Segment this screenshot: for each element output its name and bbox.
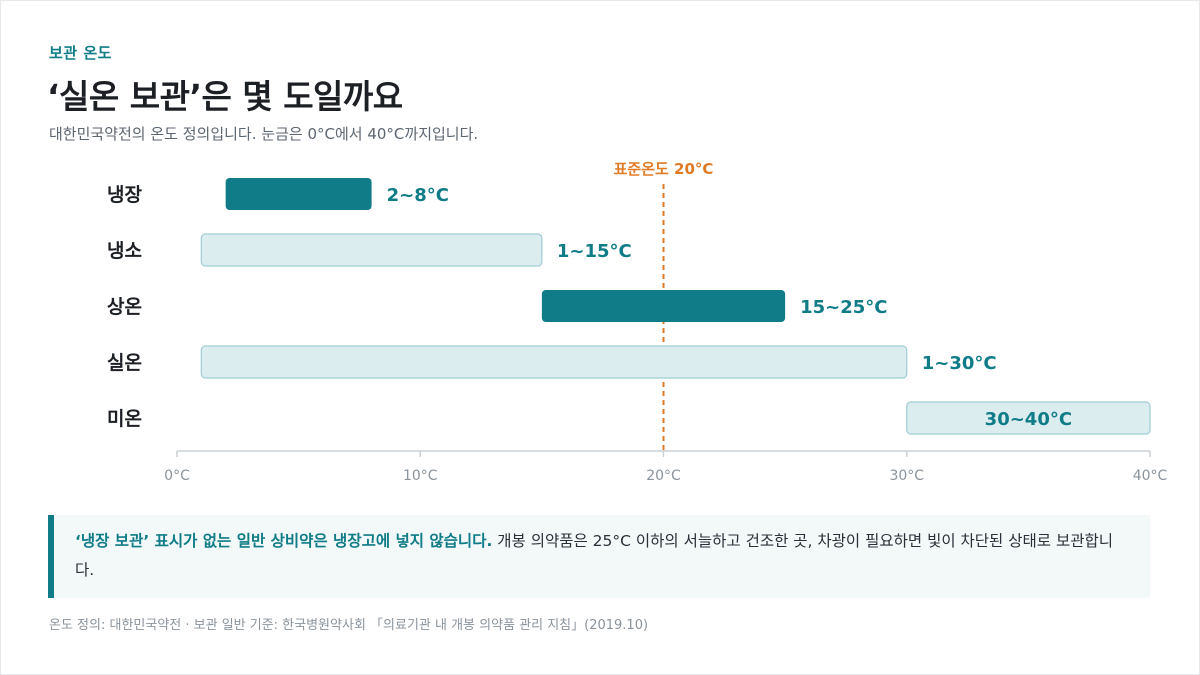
temperature-range-chart: 0°C 10°C 20°C 30°C 40°C 냉장 2~8°C 냉소 1~15°C 상온 15~2…	[107, 160, 1168, 484]
range-bar	[225, 178, 372, 210]
range-bar	[200, 345, 908, 379]
x-tick-label: 20°C	[646, 468, 681, 484]
value-label: 1~15°C	[557, 241, 632, 262]
range-bar	[906, 401, 1151, 435]
category-label: 실온	[107, 352, 142, 374]
callout-strong-text: ‘냉장 보관’ 표시가 없는 일반 상비약은 냉장고에 넣지 않습니다.	[75, 532, 493, 550]
range-bar	[200, 233, 543, 267]
value-label: 30~40°C	[985, 409, 1072, 430]
x-tick-label: 0°C	[164, 468, 190, 484]
category-label: 미온	[107, 408, 142, 430]
value-label: 2~8°C	[387, 185, 449, 206]
x-tick-label: 30°C	[889, 468, 924, 484]
reference-line-label: 표준온도 20°C	[614, 160, 714, 178]
eyebrow-label: 보관 온도	[49, 44, 112, 62]
x-tick-label: 10°C	[403, 468, 438, 484]
category-label: 냉소	[107, 240, 142, 262]
value-label: 15~25°C	[800, 297, 887, 318]
range-bar	[541, 290, 786, 322]
source-note: 온도 정의: 대한민국약전 · 보관 일반 기준: 한국병원약사회 「의료기관 …	[49, 618, 649, 633]
callout-text: 개봉 의약품은 25°C 이하의 서늘하고 건조한 곳, 차광이 필요하면 빛이…	[75, 532, 1113, 579]
page-subtitle: 대한민국약전의 온도 정의입니다. 눈금은 0°C에서 40°C까지입니다.	[49, 125, 479, 143]
info-callout: ‘냉장 보관’ 표시가 없는 일반 상비약은 냉장고에 넣지 않습니다. 개봉 …	[48, 515, 1150, 598]
page-title: ‘실온 보관’은 몇 도일까요	[47, 77, 403, 116]
x-tick-label: 40°C	[1133, 468, 1168, 484]
category-label: 상온	[107, 296, 142, 318]
category-label: 냉장	[107, 184, 142, 206]
value-label: 1~30°C	[922, 353, 997, 374]
